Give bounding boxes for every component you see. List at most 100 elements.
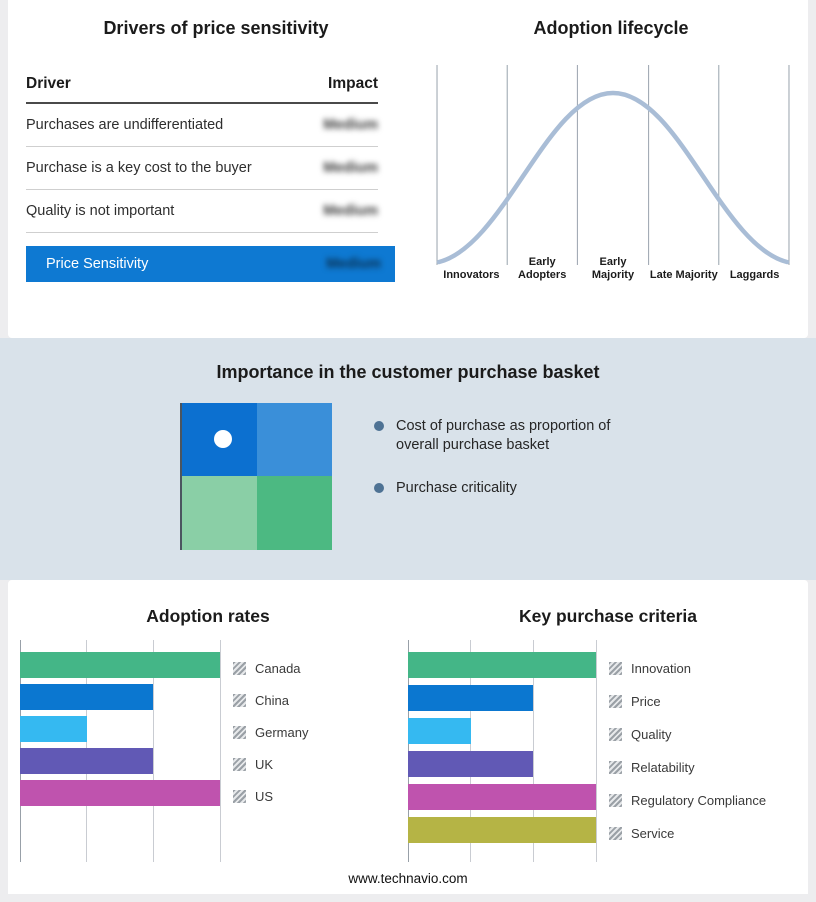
chart-row: Innovation Price Quality Relatability Regula… (407, 640, 808, 862)
bar-plot (19, 640, 221, 862)
impact-value-redacted: Medium (326, 256, 381, 272)
bell-curve-line (436, 90, 790, 265)
quadrant-cell-bottom-left (182, 476, 257, 550)
stage-label-early-adopters: Early Adopters (518, 256, 567, 281)
drivers-table-header: Driver Impact (26, 75, 378, 104)
quadrant-cell-bottom-right (257, 476, 332, 550)
legend-marker-hatched (233, 789, 246, 803)
driver-label: Purchases are undifferentiated (26, 117, 224, 133)
legend-item-price: Price (609, 685, 766, 718)
chart-title: Adoption rates (146, 606, 270, 626)
bar-uk (20, 748, 154, 774)
legend-label: Price (631, 694, 661, 709)
legend-item-quality: Quality (609, 718, 766, 751)
driver-label: Purchase is a key cost to the buyer (26, 160, 252, 176)
legend-item-service: Service (609, 817, 766, 850)
bullet-item: Purchase criticality (374, 479, 642, 498)
quadrant-matrix (182, 403, 332, 550)
legend-marker-hatched (233, 725, 246, 739)
bar-plot (407, 640, 597, 862)
stage-label-late-majority: Late Majority (649, 268, 718, 281)
lifecycle-title: Adoption lifecycle (533, 18, 689, 38)
legend-item-canada: Canada (233, 652, 308, 684)
col-impact: Impact (328, 75, 378, 92)
legend-item-relatability: Relatability (609, 751, 766, 784)
gridline (152, 640, 154, 862)
legend-label: UK (255, 756, 274, 772)
legend-item-germany: Germany (233, 716, 308, 748)
legend-item-uk: UK (233, 748, 308, 780)
bullet-item: Cost of purchase as proportion of overal… (374, 417, 642, 455)
quadrant-axis (180, 403, 332, 550)
legend-label: US (255, 788, 274, 804)
stage-labels: Innovators Early Adopters Early Majority… (436, 256, 790, 281)
legend-label: Canada (255, 660, 301, 676)
bar-regulatory-compliance (408, 784, 596, 810)
summary-label: Price Sensitivity (46, 256, 149, 272)
drivers-table: Driver Impact Purchases are undifferenti… (26, 75, 378, 233)
basket-title: Importance in the customer purchase bask… (216, 362, 600, 382)
stage-label-laggards: Laggards (729, 268, 780, 281)
legend-label: Germany (255, 724, 309, 740)
website-footer: www.technavio.com (348, 871, 468, 886)
legend-marker-hatched (609, 728, 622, 741)
bar-quality (408, 718, 471, 744)
bar-service (408, 817, 596, 843)
quadrant-cell-top-right (257, 403, 332, 476)
legend-label: China (255, 692, 289, 708)
quadrant-cell-top-left (182, 403, 257, 476)
bar-price (408, 685, 534, 711)
legend-label: Quality (631, 727, 672, 742)
legend-item-regulatory-compliance: Regulatory Compliance (609, 784, 766, 817)
legend-marker-hatched (233, 757, 246, 771)
key-purchase-criteria-chart: Key purchase criteria Innovation Price Qua… (407, 580, 808, 894)
legend-marker-hatched (609, 827, 622, 840)
table-row: Purchase is a key cost to the buyer Medi… (26, 147, 378, 190)
table-row: Quality is not important Medium (26, 190, 378, 233)
price-sensitivity-summary-row: Price Sensitivity Medium (26, 246, 395, 282)
legend-label: Innovation (631, 661, 691, 676)
basket-bullets: Cost of purchase as proportion of overal… (374, 417, 642, 550)
legend-item-innovation: Innovation (609, 652, 766, 685)
position-marker-dot (214, 430, 232, 448)
legend-item-china: China (233, 684, 308, 716)
impact-value-redacted: Medium (323, 117, 378, 133)
stage-label-early-majority: Early Majority (591, 256, 635, 281)
gridline (219, 640, 221, 862)
bar-relatability (408, 751, 534, 777)
adoption-rates-chart: Adoption rates Canada China Germany UK US (8, 580, 408, 894)
bar-canada (20, 652, 220, 678)
legend-label: Relatability (631, 760, 695, 775)
top-section: Drivers of price sensitivity Driver Impa… (8, 0, 808, 338)
legend-marker-hatched (609, 695, 622, 708)
bell-curve-plot (436, 65, 790, 270)
stage-label-innovators: Innovators (443, 268, 500, 281)
gridline (532, 640, 534, 862)
bar-china (20, 684, 154, 710)
legend-marker-hatched (609, 794, 622, 807)
gridline (595, 640, 597, 862)
bar-germany (20, 716, 87, 742)
chart-row: Canada China Germany UK US (8, 640, 408, 862)
col-driver: Driver (26, 75, 71, 92)
chart-title: Key purchase criteria (518, 606, 697, 626)
purchase-basket-section: Importance in the customer purchase bask… (0, 338, 816, 580)
chart-legend: Canada China Germany UK US (233, 640, 308, 862)
bar-us (20, 780, 220, 806)
basket-content: Cost of purchase as proportion of overal… (180, 403, 816, 550)
legend-marker-hatched (609, 761, 622, 774)
bar-innovation (408, 652, 596, 678)
bottom-section: Adoption rates Canada China Germany UK US Ke… (8, 580, 808, 894)
legend-label: Service (631, 826, 675, 841)
legend-item-us: US (233, 780, 308, 812)
lifecycle-chart: Innovators Early Adopters Early Majority… (436, 65, 790, 281)
legend-marker-hatched (233, 661, 246, 675)
adoption-lifecycle-panel: Adoption lifecycle Innovators Early Adop… (406, 0, 808, 338)
legend-marker-hatched (233, 693, 246, 707)
driver-label: Quality is not important (26, 203, 175, 219)
chart-legend: Innovation Price Quality Relatability Regula… (609, 640, 766, 862)
price-sensitivity-panel: Drivers of price sensitivity Driver Impa… (8, 0, 406, 338)
table-row: Purchases are undifferentiated Medium (26, 104, 378, 147)
impact-value-redacted: Medium (323, 203, 378, 219)
impact-value-redacted: Medium (323, 160, 378, 176)
